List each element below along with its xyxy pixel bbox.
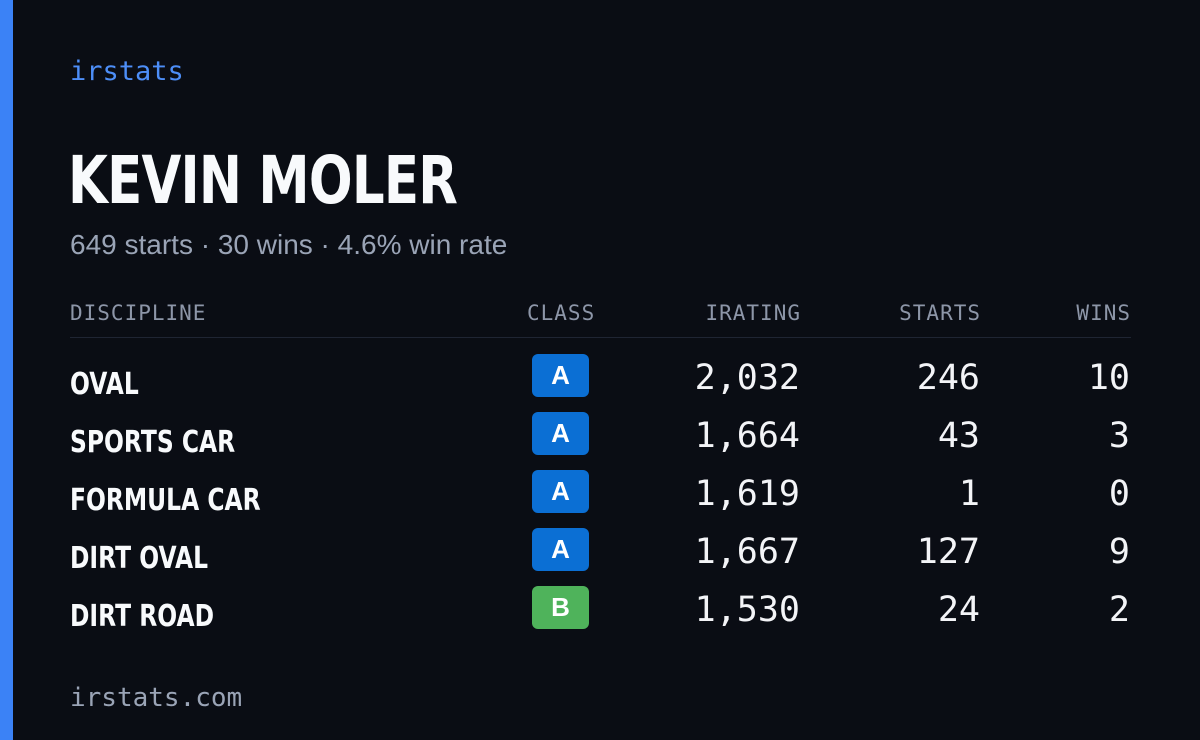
table-row: DIRT ROAD B 1,530 24 2 [70, 582, 1131, 640]
discipline-name: DIRT OVAL [70, 541, 209, 576]
class-badge: A [532, 354, 589, 397]
irating-value: 1,667 [694, 532, 800, 572]
irating-value: 1,664 [694, 416, 800, 456]
wins-value: 9 [1108, 532, 1130, 572]
class-badge: A [532, 412, 589, 455]
discipline-name: FORMULA CAR [70, 483, 261, 518]
wins-value: 2 [1108, 590, 1130, 630]
table-row: SPORTS CAR A 1,664 43 3 [70, 408, 1131, 466]
wins-value: 3 [1108, 416, 1130, 456]
table-row: OVAL A 2,032 246 10 [70, 350, 1131, 408]
starts-value: 1 [958, 474, 980, 514]
wins-value: 0 [1108, 474, 1130, 514]
header-class: CLASS [527, 301, 596, 325]
header-wins: WINS [1076, 301, 1131, 325]
header-irating: IRATING [705, 301, 801, 325]
driver-name: KEVIN MOLER [68, 142, 458, 219]
footer-url: irstats.com [70, 683, 243, 713]
starts-value: 24 [937, 590, 980, 630]
class-badge: A [532, 470, 589, 513]
table-header: DISCIPLINE CLASS IRATING STARTS WINS [70, 298, 1131, 328]
header-discipline: DISCIPLINE [70, 301, 207, 325]
header-starts: STARTS [899, 301, 981, 325]
header-divider [70, 337, 1131, 338]
starts-value: 127 [916, 532, 980, 572]
class-badge: B [532, 586, 589, 629]
class-badge: A [532, 528, 589, 571]
table-row: DIRT OVAL A 1,667 127 9 [70, 524, 1131, 582]
starts-value: 43 [937, 416, 980, 456]
irating-value: 2,032 [694, 358, 800, 398]
brand-logo-text: irstats [70, 56, 184, 87]
starts-value: 246 [916, 358, 980, 398]
discipline-name: SPORTS CAR [70, 425, 236, 460]
irating-value: 1,530 [694, 590, 800, 630]
driver-summary: 649 starts · 30 wins · 4.6% win rate [70, 229, 508, 260]
discipline-name: OVAL [70, 367, 139, 402]
stats-table-body: OVAL A 2,032 246 10 SPORTS CAR A 1,664 4… [70, 350, 1131, 640]
irating-value: 1,619 [694, 474, 800, 514]
discipline-name: DIRT ROAD [70, 599, 215, 634]
wins-value: 10 [1087, 358, 1130, 398]
accent-bar [0, 0, 13, 740]
table-row: FORMULA CAR A 1,619 1 0 [70, 466, 1131, 524]
